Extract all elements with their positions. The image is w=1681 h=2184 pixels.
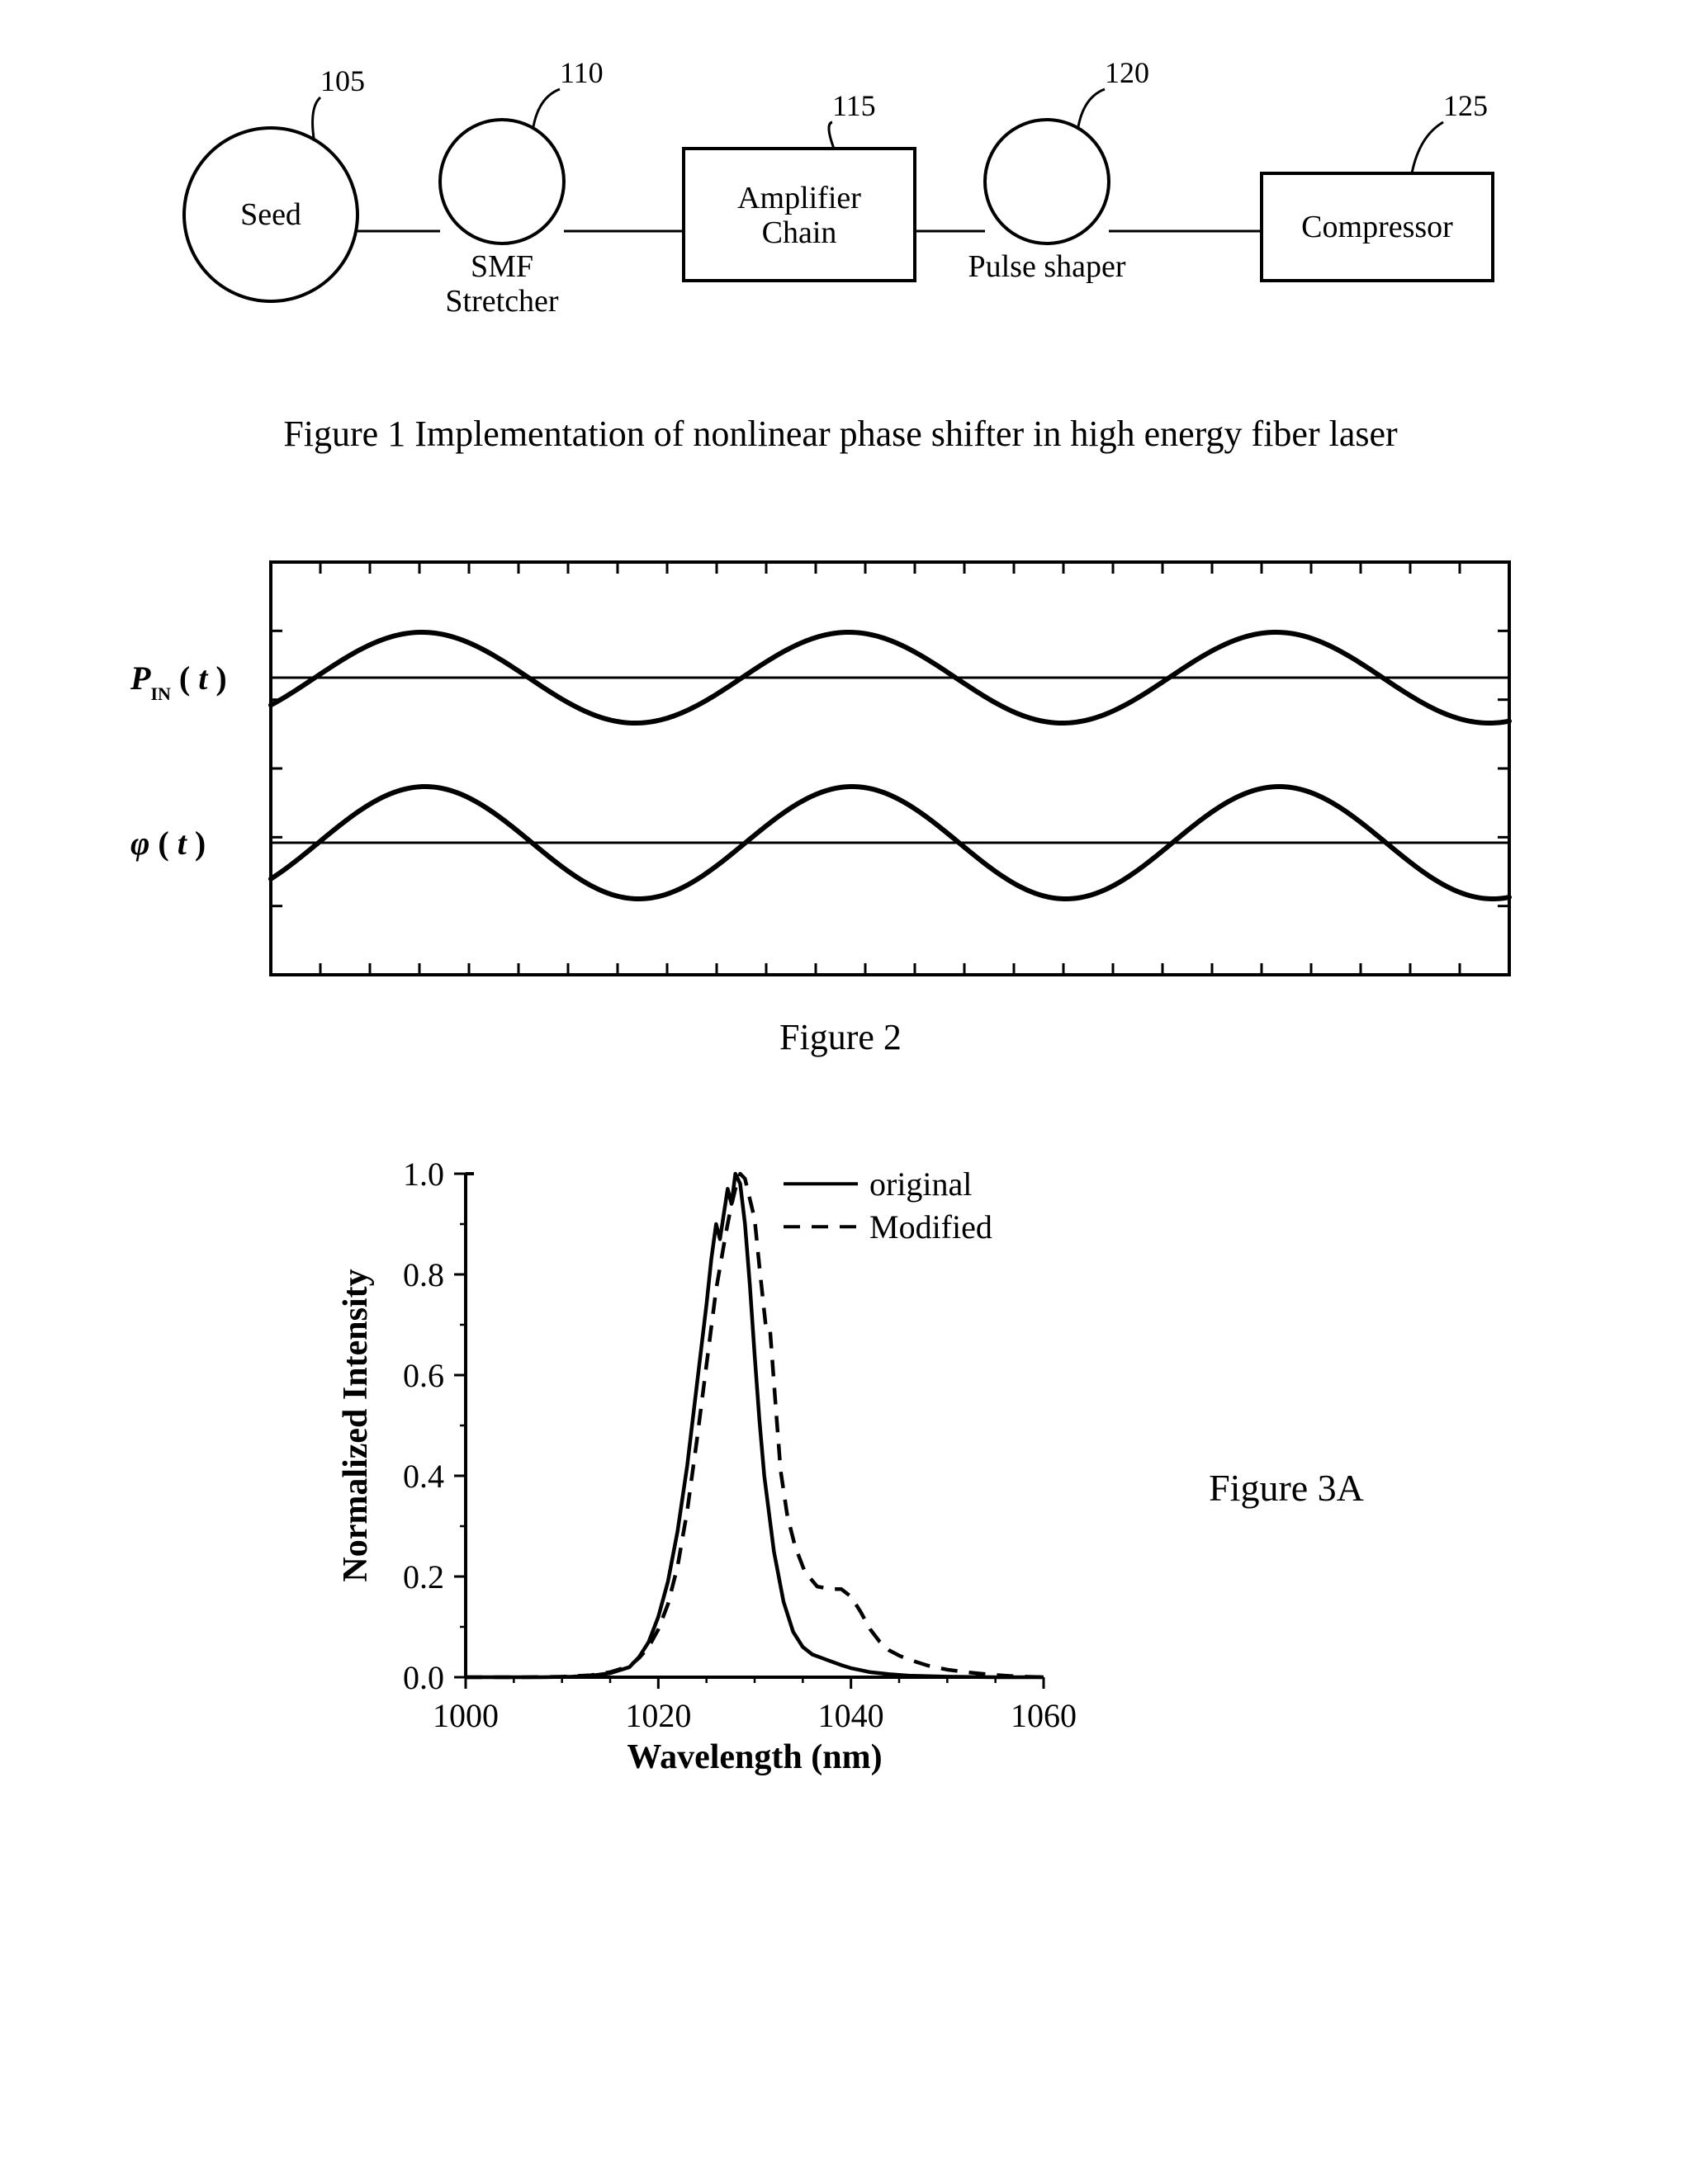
- svg-text:Modified: Modified: [869, 1208, 992, 1246]
- figure-2-plot: PIN ( t ) φ ( t ): [106, 554, 1575, 983]
- svg-text:Seed: Seed: [240, 197, 301, 232]
- svg-text:Amplifier: Amplifier: [737, 181, 861, 215]
- svg-text:Stretcher: Stretcher: [445, 284, 559, 319]
- svg-text:Compressor: Compressor: [1301, 210, 1453, 244]
- svg-text:0.4: 0.4: [403, 1458, 444, 1495]
- svg-text:1000: 1000: [433, 1697, 499, 1734]
- svg-text:1020: 1020: [625, 1697, 691, 1734]
- svg-text:115: 115: [832, 89, 876, 122]
- svg-text:0.8: 0.8: [403, 1256, 444, 1293]
- svg-text:Chain: Chain: [762, 215, 837, 250]
- svg-text:125: 125: [1443, 89, 1488, 122]
- svg-text:1040: 1040: [818, 1697, 884, 1734]
- svg-text:0.2: 0.2: [403, 1558, 444, 1595]
- figure-3a: 1000 1020 1040 1060 0.0 0.2 0.4 0.6 0.8 1.0 Wavele…: [66, 1157, 1615, 1818]
- figure-3a-caption: Figure 3A: [1209, 1466, 1364, 1510]
- figure-3a-chart: 1000 1020 1040 1060 0.0 0.2 0.4 0.6 0.8 1.0 Wavele…: [317, 1157, 1110, 1818]
- svg-text:1.0: 1.0: [403, 1157, 444, 1193]
- svg-text:0.0: 0.0: [403, 1659, 444, 1696]
- svg-text:105: 105: [320, 64, 365, 97]
- svg-text:SMF: SMF: [471, 249, 533, 284]
- figure-1-caption: Figure 1 Implementation of nonlinear pha…: [66, 413, 1615, 455]
- figure-1-diagram: Seed 105 SMFStretcher 110 AmplifierChain 115 P…: [106, 50, 1575, 380]
- svg-text:original: original: [869, 1165, 972, 1203]
- svg-text:PIN ( t ): PIN ( t ): [130, 659, 227, 704]
- figure-2-caption: Figure 2: [66, 1016, 1615, 1058]
- svg-text:Pulse shaper: Pulse shaper: [968, 249, 1125, 284]
- svg-text:110: 110: [560, 56, 604, 89]
- svg-text:φ ( t ): φ ( t ): [130, 825, 206, 862]
- svg-text:Normalized Intensity: Normalized Intensity: [337, 1269, 375, 1581]
- svg-text:1060: 1060: [1011, 1697, 1077, 1734]
- figure-1: Seed 105 SMFStretcher 110 AmplifierChain 115 P…: [66, 50, 1615, 455]
- svg-text:120: 120: [1105, 56, 1149, 89]
- svg-text:0.6: 0.6: [403, 1357, 444, 1394]
- svg-text:Wavelength (nm): Wavelength (nm): [627, 1738, 883, 1776]
- figure-2: PIN ( t ) φ ( t ) Figure 2: [66, 554, 1615, 1058]
